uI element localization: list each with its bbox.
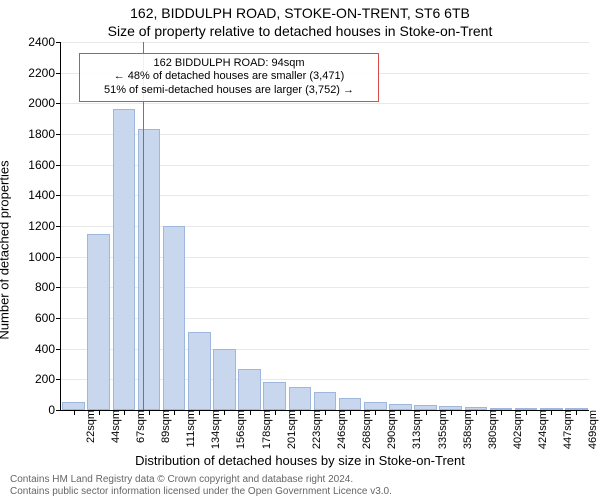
y-tick-label: 400 [35,342,61,356]
chart-container: 162, BIDDULPH ROAD, STOKE-ON-TRENT, ST6 … [0,0,600,500]
x-tick-mark [224,410,225,415]
bar [263,382,286,410]
annotation-line: ← 48% of detached houses are smaller (3,… [86,70,372,84]
x-tick-label: 67sqm [129,410,147,443]
x-tick-mark [426,410,427,415]
x-tick-mark [99,410,100,415]
x-tick-label: 134sqm [204,410,222,449]
x-tick-label: 89sqm [154,410,172,443]
x-tick-mark [451,410,452,415]
y-tick-label: 2200 [28,66,61,80]
bar [314,392,337,410]
x-tick-mark [576,410,577,415]
x-tick-mark [149,410,150,415]
x-tick-label: 201sqm [280,410,298,449]
x-tick-mark [350,410,351,415]
x-tick-label: 402sqm [506,410,524,449]
y-tick-label: 1800 [28,127,61,141]
y-tick-label: 0 [48,403,61,417]
chart-title-line1: 162, BIDDULPH ROAD, STOKE-ON-TRENT, ST6 … [0,5,600,21]
bar [163,226,186,410]
x-tick-mark [375,410,376,415]
x-tick-label: 447sqm [556,410,574,449]
footer-line1: Contains HM Land Registry data © Crown c… [10,474,590,485]
y-tick-label: 2000 [28,96,61,110]
x-tick-label: 22sqm [79,410,97,443]
plot-area: 0200400600800100012001400160018002000220… [60,42,589,411]
x-tick-mark [476,410,477,415]
x-tick-mark [501,410,502,415]
chart-title-line2: Size of property relative to detached ho… [0,23,600,39]
x-tick-label: 223sqm [305,410,323,449]
footer-line2: Contains public sector information licen… [10,486,590,497]
annotation-line: 162 BIDDULPH ROAD: 94sqm [86,57,372,71]
x-tick-label: 335sqm [431,410,449,449]
y-tick-label: 2400 [28,35,61,49]
bar [238,369,261,410]
x-tick-mark [199,410,200,415]
x-tick-label: 268sqm [355,410,373,449]
y-tick-label: 800 [35,280,61,294]
x-tick-mark [526,410,527,415]
x-tick-mark [400,410,401,415]
x-tick-label: 424sqm [531,410,549,449]
bar [289,387,312,410]
bar [364,402,387,410]
y-axis-label: Number of detached properties [0,160,12,339]
x-tick-label: 111sqm [179,410,197,448]
bar [113,109,136,410]
gridline [61,42,589,43]
bar [188,332,211,410]
y-tick-label: 1600 [28,158,61,172]
annotation-box: 162 BIDDULPH ROAD: 94sqm← 48% of detache… [79,53,379,102]
bar [339,398,362,410]
x-tick-label: 313sqm [405,410,423,449]
x-tick-label: 469sqm [581,410,599,449]
y-tick-label: 600 [35,311,61,325]
x-tick-label: 178sqm [255,410,273,449]
x-tick-label: 44sqm [104,410,122,443]
annotation-line: 51% of semi-detached houses are larger (… [86,84,372,98]
x-tick-mark [124,410,125,415]
y-tick-label: 1200 [28,219,61,233]
x-tick-mark [250,410,251,415]
bar [213,349,236,410]
x-tick-label: 246sqm [330,410,348,449]
x-tick-mark [275,410,276,415]
bar [62,402,85,410]
bar [87,234,110,410]
x-tick-label: 358sqm [456,410,474,449]
y-tick-label: 1000 [28,250,61,264]
x-axis-label: Distribution of detached houses by size … [0,453,600,468]
x-tick-mark [300,410,301,415]
x-tick-mark [551,410,552,415]
x-tick-mark [325,410,326,415]
x-tick-label: 380sqm [481,410,499,449]
bar [138,129,161,410]
y-tick-label: 1400 [28,188,61,202]
x-tick-mark [74,410,75,415]
x-tick-mark [174,410,175,415]
x-tick-label: 156sqm [229,410,247,449]
y-tick-label: 200 [35,372,61,386]
x-tick-label: 290sqm [380,410,398,449]
gridline [61,103,589,104]
